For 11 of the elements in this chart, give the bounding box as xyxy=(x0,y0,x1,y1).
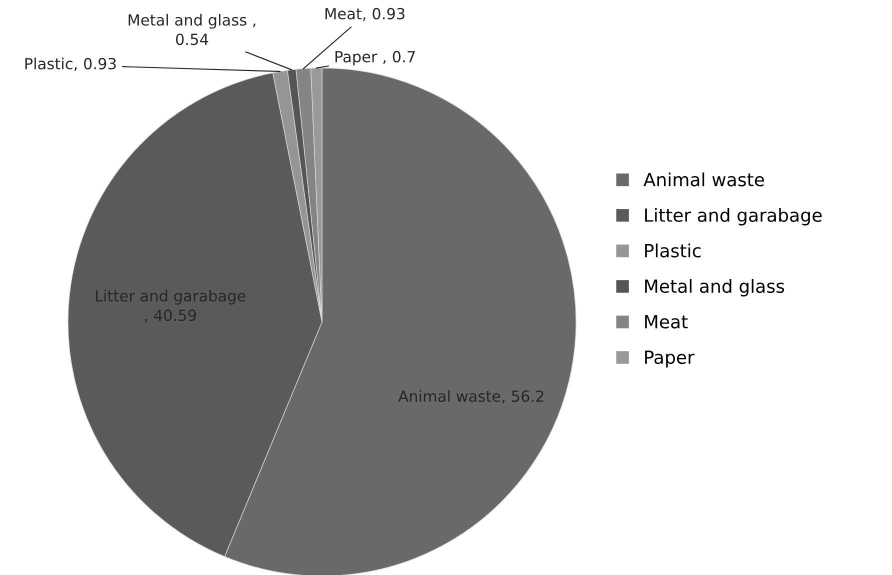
legend-label: Meat xyxy=(645,315,688,329)
legend-label: Plastic xyxy=(645,244,701,258)
data-label: Meat, 0.93 xyxy=(326,8,404,21)
legend-label: Paper xyxy=(645,350,694,368)
legend-label: Litter and garabage xyxy=(645,208,822,226)
data-label: Plastic, 0.93 xyxy=(25,58,116,71)
data-label: Metal and glass , 0.54 xyxy=(128,14,256,46)
data-label: Paper , 0.7 xyxy=(336,50,415,66)
legend-label: Animal waste xyxy=(643,172,764,186)
legend-label: Metal and glass xyxy=(645,279,784,296)
data-label: Animal waste, 56.2 xyxy=(398,390,544,404)
